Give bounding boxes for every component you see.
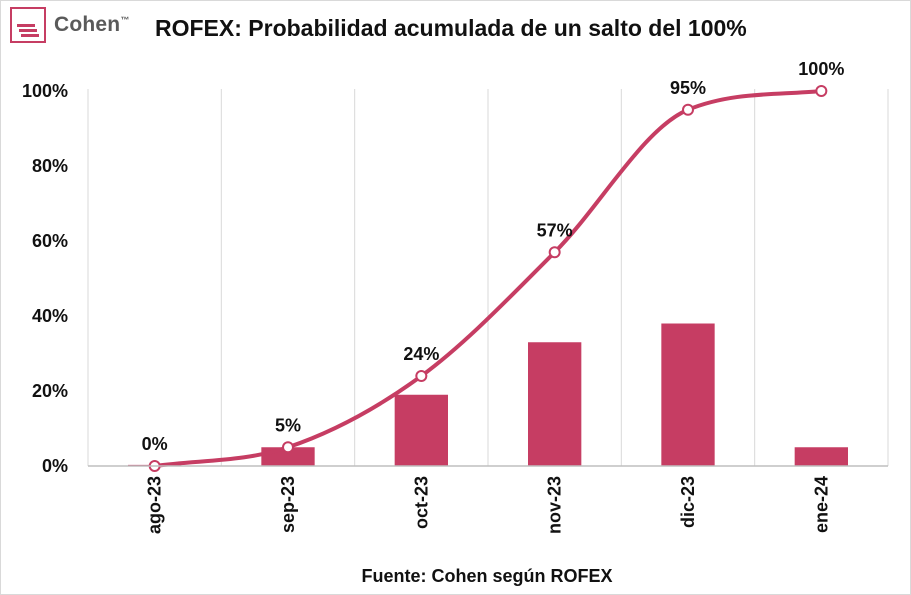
chart-grid xyxy=(87,89,889,466)
brand-logo: Cohen™ xyxy=(10,7,130,43)
x-tick-label: ene-24 xyxy=(811,476,831,533)
line-point xyxy=(815,85,828,97)
bar xyxy=(394,394,448,466)
y-tick-label: 0% xyxy=(42,456,68,476)
x-tick-label: nov-23 xyxy=(545,476,565,534)
x-tick-label: sep-23 xyxy=(278,476,298,533)
line-point xyxy=(282,441,294,454)
chart-bars xyxy=(128,323,848,467)
data-label: 100% xyxy=(798,59,844,79)
cohen-logo-icon xyxy=(10,7,46,43)
bar xyxy=(528,342,582,466)
line-point xyxy=(415,370,428,382)
bar xyxy=(661,323,715,466)
y-tick-label: 80% xyxy=(32,156,68,176)
x-tick-label: ago-23 xyxy=(145,476,165,534)
y-tick-label: 20% xyxy=(32,381,68,401)
chart-title: ROFEX: Probabilidad acumulada de un salt… xyxy=(155,15,747,41)
data-label: 57% xyxy=(537,220,573,240)
chart-line xyxy=(148,85,828,472)
brand-tm: ™ xyxy=(120,15,130,25)
chart-axes: 0% 20% 40% 60% 80% 100% ago-23 sep-23 oct-23 nov-… xyxy=(22,81,888,534)
line-point xyxy=(682,103,694,116)
y-tick-label: 40% xyxy=(32,306,68,326)
data-label: 24% xyxy=(403,344,439,364)
x-tick-label: oct-23 xyxy=(411,476,431,529)
data-label: 95% xyxy=(670,78,706,98)
source-note: Fuente: Cohen según ROFEX xyxy=(361,566,612,586)
bar xyxy=(794,447,848,466)
brand-name: Cohen xyxy=(54,13,121,36)
data-label: 0% xyxy=(142,434,168,454)
y-tick-label: 100% xyxy=(22,81,68,101)
y-tick-label: 60% xyxy=(32,231,68,251)
line-point xyxy=(548,246,561,259)
data-label: 5% xyxy=(275,415,301,435)
x-tick-label: dic-23 xyxy=(678,476,698,528)
chart-labels: 0% 5% 24% 57% 95% 100% xyxy=(142,59,845,454)
